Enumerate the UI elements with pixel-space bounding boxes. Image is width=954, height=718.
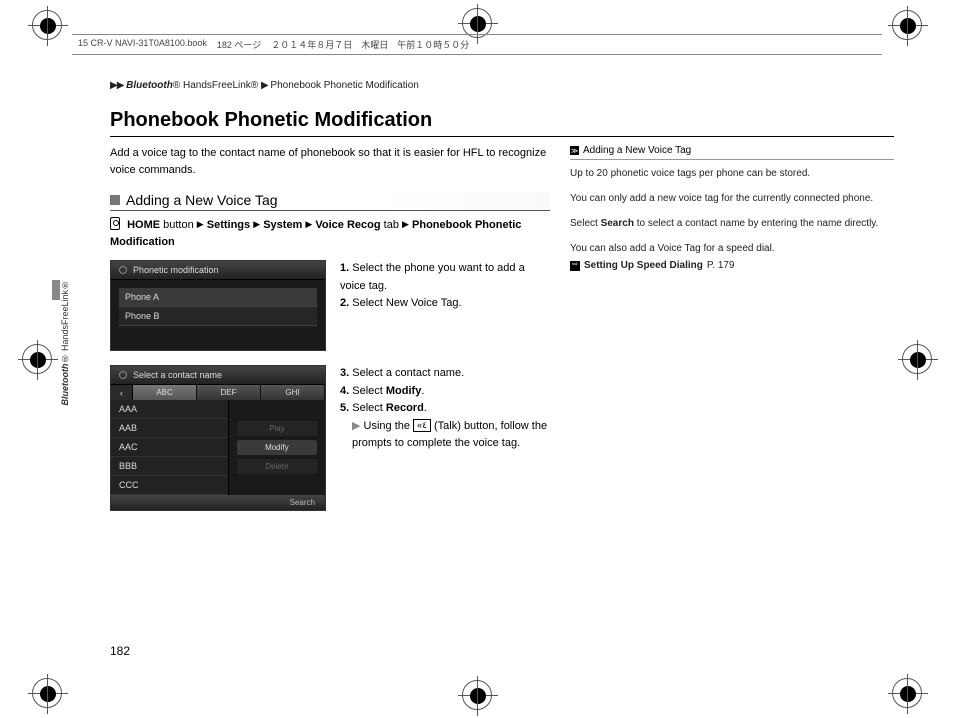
sidebar-body: Up to 20 phonetic voice tags per phone c…	[570, 166, 894, 273]
screenshot-phonetic-modification: Phonetic modification Phone A Phone B	[110, 260, 326, 351]
sidebar-p4: You can also add a Voice Tag for a speed…	[570, 241, 894, 256]
screenshot2-tab: DEF	[197, 385, 261, 400]
step-1: Select the phone you want to add a voice…	[340, 262, 525, 292]
substep-talk: (Talk)	[434, 420, 461, 432]
step-5a: Select	[352, 402, 386, 414]
screenshot2-search: Search	[111, 495, 325, 510]
screenshot2-name: AAC	[111, 438, 228, 457]
screenshot2-menu-item: Play	[237, 421, 317, 436]
sidebar-link-page: P. 179	[707, 258, 735, 273]
nav-home: HOME	[127, 219, 160, 231]
sidebar-p2: You can only add a new voice tag for the…	[570, 191, 894, 206]
screenshot2-menu-item: Modify	[237, 440, 317, 455]
breadcrumb-prefix: ▶▶	[110, 80, 123, 91]
sidebar-link-label: Setting Up Speed Dialing	[584, 258, 703, 273]
screenshot2-name: BBB	[111, 457, 228, 476]
step-3: Select a contact name.	[352, 367, 464, 379]
breadcrumb: ▶▶ Bluetooth® HandsFreeLink® ▶ Phonebook…	[110, 80, 894, 91]
sidebar-p3a: Select	[570, 218, 601, 229]
nav-item: Settings	[207, 219, 250, 231]
back-chevron-icon: ‹	[111, 385, 133, 400]
header-date-jp: ２０１４年８月７日 木曜日 午前１０時５０分	[271, 38, 469, 51]
step-5b: Record	[386, 402, 424, 414]
back-icon	[119, 371, 127, 379]
reg-mark	[892, 678, 922, 708]
side-tab-italic: Bluetooth	[60, 364, 70, 406]
page-number: 182	[110, 644, 130, 658]
back-icon	[119, 266, 127, 274]
reg-mark	[32, 678, 62, 708]
reg-mark	[22, 344, 52, 374]
step-2b: New Voice Tag	[386, 297, 459, 309]
sidebar-p3c: to select a contact name by entering the…	[634, 218, 878, 229]
screenshot2-menu-item: Delete	[237, 459, 317, 474]
subheading-marker-icon	[110, 195, 120, 205]
nav-item: Voice Recog	[315, 219, 380, 231]
print-header: 15 CR-V NAVI-31T0A8100.book 182 ページ ２０１４…	[72, 34, 882, 55]
screenshot2-title: Select a contact name	[133, 370, 222, 380]
breadcrumb-seg1-italic: Bluetooth	[126, 80, 173, 91]
sidebar-marker-icon: ≫	[570, 146, 579, 155]
subheading-row: Adding a New Voice Tag	[110, 192, 550, 211]
section-side-tab: Bluetooth® HandsFreeLink®	[60, 280, 70, 434]
header-filename: 15 CR-V NAVI-31T0A8100.book	[78, 38, 207, 51]
screenshot2-name: CCC	[111, 476, 228, 495]
link-icon: ⇨	[570, 261, 580, 271]
screenshot2-name: AAA	[111, 400, 228, 419]
sidebar-p3b: Search	[601, 218, 634, 229]
screenshot1-row: Phone B	[119, 307, 317, 326]
sidebar-head-text: Adding a New Voice Tag	[583, 145, 691, 156]
nav-path: HOME button ▶ Settings ▶ System ▶ Voice …	[110, 217, 550, 250]
sidebar-crossref: ⇨ Setting Up Speed Dialing P. 179	[570, 258, 894, 273]
breadcrumb-seg1-rest: ® HandsFreeLink®	[173, 80, 258, 91]
step-5c: .	[424, 402, 427, 414]
step-2c: .	[458, 297, 461, 309]
step-2a: Select	[352, 297, 386, 309]
screenshot1-row: Phone A	[119, 288, 317, 307]
step-4a: Select	[352, 385, 386, 397]
breadcrumb-seg2: Phonebook Phonetic Modification	[270, 80, 418, 91]
reg-mark	[902, 344, 932, 374]
screenshot-select-contact: Select a contact name ‹ ABC DEF GHI AAA …	[110, 365, 326, 511]
nav-item: System	[263, 219, 302, 231]
page-title: Phonebook Phonetic Modification	[110, 109, 894, 137]
intro-text: Add a voice tag to the contact name of p…	[110, 145, 550, 178]
nav-tab-suffix: tab	[381, 219, 399, 231]
remote-icon	[110, 217, 120, 230]
reg-mark	[892, 10, 922, 40]
sidebar-heading: ≫ Adding a New Voice Tag	[570, 145, 894, 160]
talk-icon: «٤	[413, 419, 431, 432]
header-page-jp: 182 ページ	[217, 38, 261, 51]
screenshot1-title: Phonetic modification	[133, 265, 219, 275]
steps-group-2: 3. Select a contact name. 4. Select Modi…	[340, 365, 550, 511]
step-4c: .	[421, 385, 424, 397]
subheading: Adding a New Voice Tag	[126, 192, 278, 208]
steps-group-1: 1. Select the phone you want to add a vo…	[340, 260, 550, 351]
screenshot2-tab: ABC	[133, 385, 197, 400]
substep-a: Using the	[364, 420, 414, 432]
sidebar-p1: Up to 20 phonetic voice tags per phone c…	[570, 166, 894, 181]
breadcrumb-sep: ▶	[261, 80, 268, 91]
side-tab-rest: ® HandsFreeLink®	[60, 280, 70, 364]
reg-mark	[462, 680, 492, 710]
screenshot2-name: AAB	[111, 419, 228, 438]
nav-home-suffix: button	[160, 219, 194, 231]
screenshot2-tab: GHI	[261, 385, 325, 400]
step-4b: Modify	[386, 385, 421, 397]
reg-mark	[32, 10, 62, 40]
